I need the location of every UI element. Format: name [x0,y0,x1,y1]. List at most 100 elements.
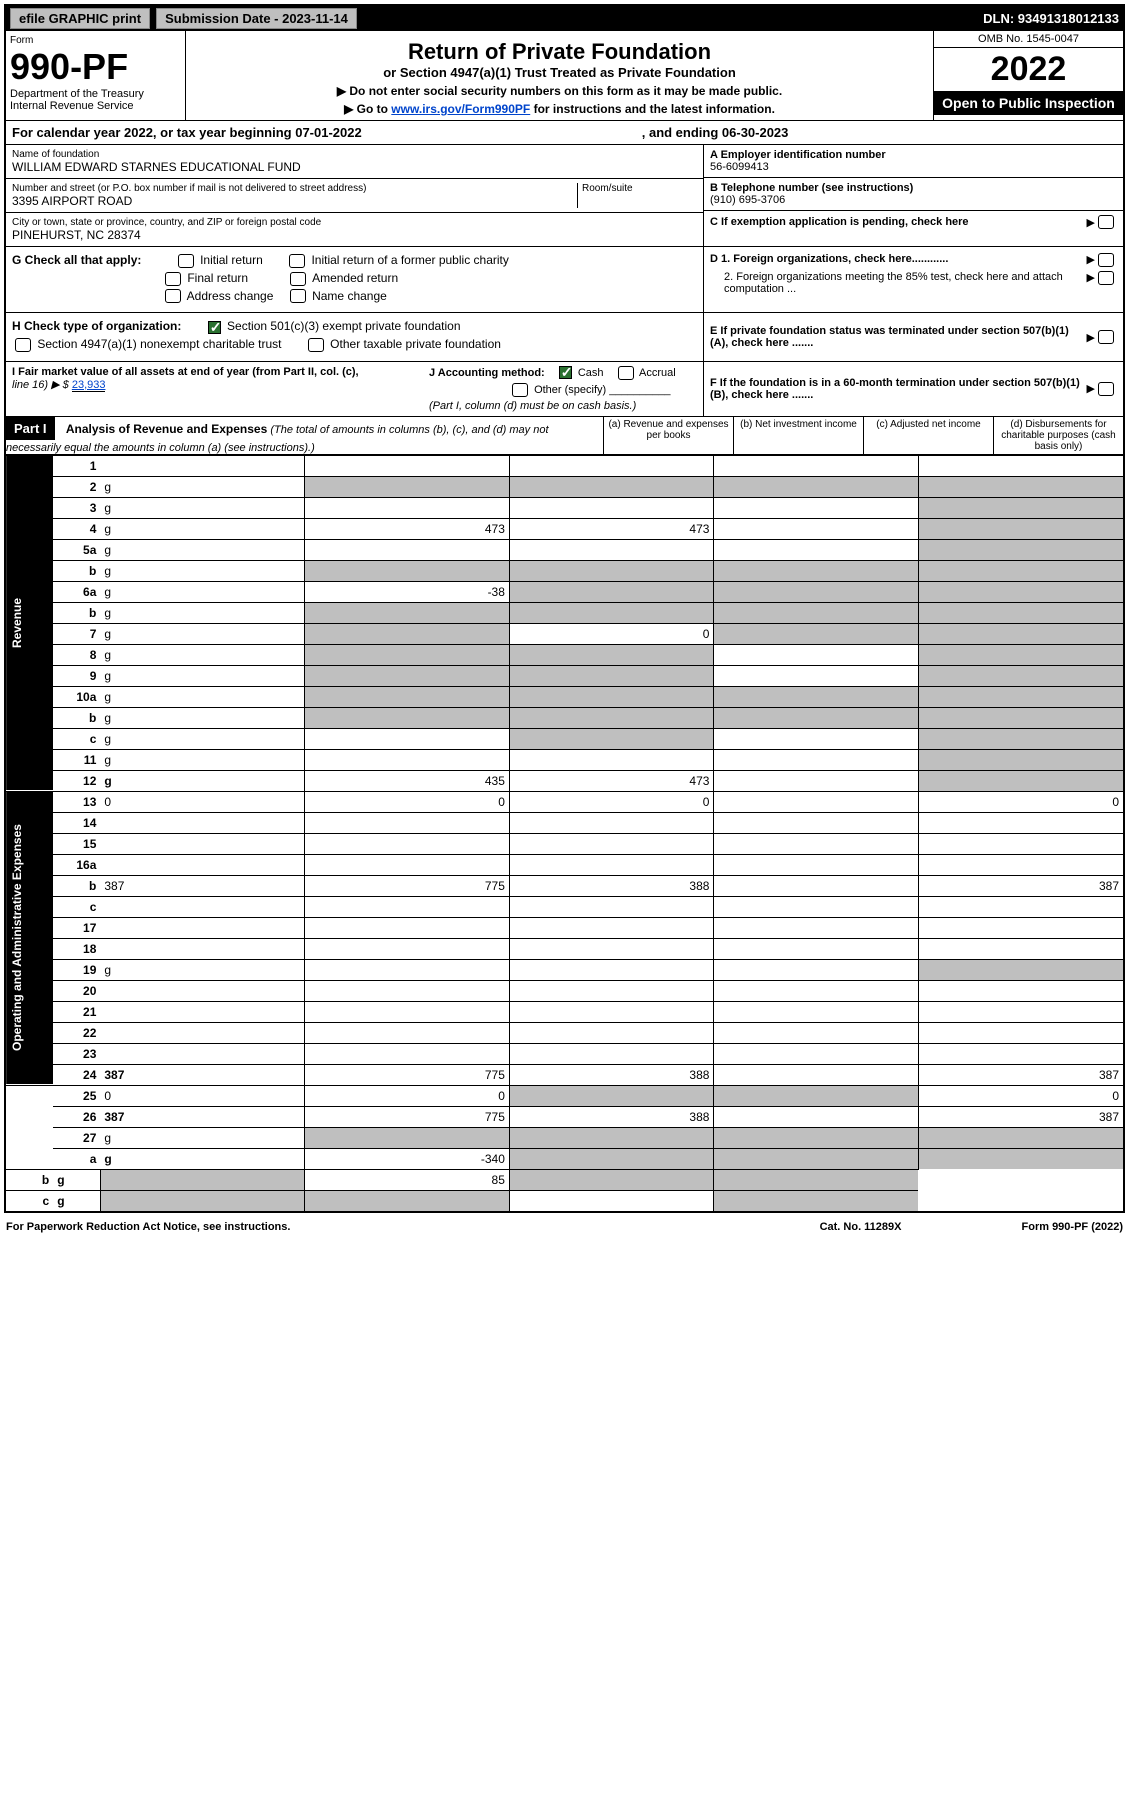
f-checkbox[interactable] [1098,382,1114,396]
g-address-checkbox[interactable] [165,289,181,303]
g-final-checkbox[interactable] [165,272,181,286]
amount-cell-c [714,770,919,791]
i-line16: line 16) ▶ $ [12,379,72,391]
amount-cell-d [918,728,1123,749]
line-number: 7 [53,623,100,644]
phone-label: B Telephone number (see instructions) [710,182,1117,194]
amount-cell-b [509,581,714,602]
amount-cell-d [918,686,1123,707]
amount-cell-c [714,728,919,749]
g-former-checkbox[interactable] [289,254,305,268]
arrow-icon: ▶ [1087,271,1095,295]
amount-cell-b [509,833,714,854]
e-checkbox[interactable] [1098,330,1114,344]
table-row: 23 [6,1043,1123,1064]
line-number: 11 [53,749,100,770]
amount-cell-d [918,581,1123,602]
amount-cell-d [918,602,1123,623]
calyear-begin: For calendar year 2022, or tax year begi… [12,125,362,140]
table-row: cg [6,728,1123,749]
line-description: 387 [100,1106,305,1127]
amount-cell-d: 0 [918,1085,1123,1106]
dln-number: DLN: 93491318012133 [983,11,1119,26]
ssn-warning: ▶ Do not enter social security numbers o… [194,84,925,98]
amount-cell-d [918,1148,1123,1169]
g-name-checkbox[interactable] [290,289,306,303]
arrow-icon: ▶ [1087,331,1095,344]
table-row: 10ag [6,686,1123,707]
table-row: 27g [6,1127,1123,1148]
f-label: F If the foundation is in a 60-month ter… [710,377,1087,401]
h-other-checkbox[interactable] [308,338,324,352]
name-label: Name of foundation [12,149,697,160]
amount-cell-b: 388 [509,875,714,896]
amount-cell-d [918,539,1123,560]
amount-cell-a [305,1043,510,1064]
form-ref: Form 990-PF (2022) [1022,1221,1124,1233]
city-state-zip: PINEHURST, NC 28374 [12,228,697,242]
line-description [100,938,305,959]
amount-cell-b [509,497,714,518]
line-description: g [100,959,305,980]
h-4947-checkbox[interactable] [15,338,31,352]
g-initial-checkbox[interactable] [178,254,194,268]
efile-print-button[interactable]: efile GRAPHIC print [10,8,150,29]
line-description [100,833,305,854]
g-opt-3: Amended return [312,271,398,285]
line-description [100,854,305,875]
amount-cell-d [918,938,1123,959]
h-opt2: Section 4947(a)(1) nonexempt charitable … [37,337,281,351]
line-description: g [100,1148,305,1169]
header-left: Form 990-PF Department of the Treasury I… [6,31,186,120]
fmv-value[interactable]: 23,933 [72,379,106,392]
amount-cell-c [714,1001,919,1022]
addr-box: Number and street (or P.O. box number if… [6,179,703,213]
expenses-side-label: Operating and Administrative Expenses [6,791,53,1085]
amount-cell-b [509,938,714,959]
ein-label: A Employer identification number [710,149,1117,161]
table-row: c [6,896,1123,917]
line-number: 25 [53,1085,100,1106]
line-number: 22 [53,1022,100,1043]
d2-checkbox[interactable] [1098,271,1114,285]
amount-cell-b: 0 [509,623,714,644]
c-checkbox[interactable] [1098,215,1114,229]
phone-value: (910) 695-3706 [710,194,1117,206]
g-opt-0: Initial return [200,253,263,267]
irs-link[interactable]: www.irs.gov/Form990PF [391,102,530,116]
tax-year: 2022 [934,48,1123,91]
amount-cell-d [918,707,1123,728]
j-other-checkbox[interactable] [512,383,528,397]
amount-cell-b [509,476,714,497]
line-description: 387 [100,875,305,896]
table-row: b387775388387 [6,875,1123,896]
line-description: 387 [100,1064,305,1085]
g-amended-checkbox[interactable] [290,272,306,286]
line-description: g [100,560,305,581]
h-501c3-checkbox[interactable] [208,321,221,334]
amount-cell-a [305,476,510,497]
h-label: H Check type of organization: [12,319,181,333]
calyear-end: , and ending 06-30-2023 [642,125,789,140]
part1-badge: Part I [6,417,55,440]
amount-cell-c [714,686,919,707]
amount-cell-c [714,812,919,833]
e-label: E If private foundation status was termi… [710,325,1087,349]
table-row: bg [6,560,1123,581]
line-number: 3 [53,497,100,518]
form-number: 990-PF [10,46,181,88]
amount-cell-d [714,1169,919,1190]
amount-cell-a [305,959,510,980]
amount-cell-d [918,770,1123,791]
d1-checkbox[interactable] [1098,253,1114,267]
amount-cell-a [305,896,510,917]
amount-cell-c [714,476,919,497]
part1-header-row: Part I Analysis of Revenue and Expenses … [6,417,1123,455]
amount-cell-c [714,665,919,686]
j-cash-checkbox[interactable] [559,366,572,379]
table-row: 20 [6,980,1123,1001]
line-description [100,896,305,917]
table-row: 5ag [6,539,1123,560]
table-row: cg [6,1190,1123,1211]
j-accrual-checkbox[interactable] [618,366,634,380]
